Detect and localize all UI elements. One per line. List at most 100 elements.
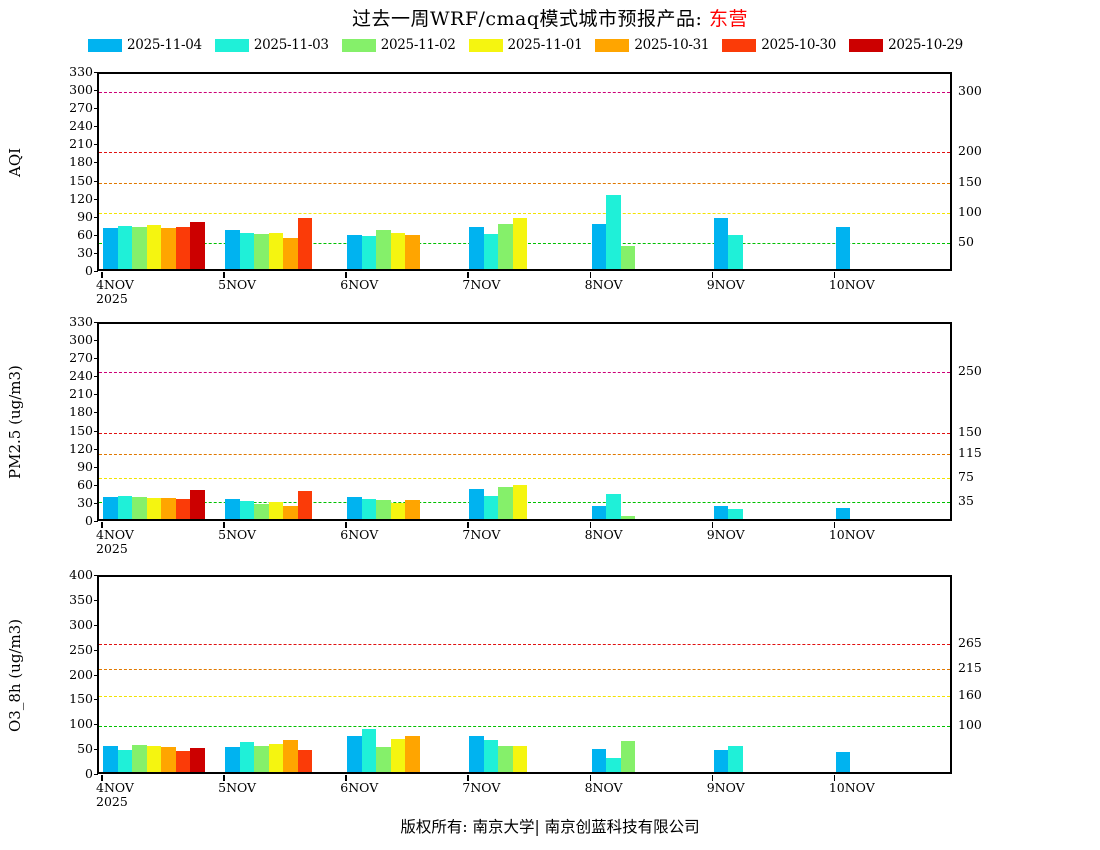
legend-item[interactable]: 2025-10-29 bbox=[849, 37, 963, 53]
bar[interactable] bbox=[728, 508, 743, 519]
bar[interactable] bbox=[132, 226, 147, 269]
bar[interactable] bbox=[713, 217, 729, 269]
bar[interactable] bbox=[103, 497, 118, 519]
x-axis-tick-mark bbox=[589, 775, 592, 781]
y-axis-tick-label: 60 bbox=[77, 478, 98, 491]
bar[interactable] bbox=[405, 234, 420, 269]
bar[interactable] bbox=[469, 488, 484, 519]
threshold-label: 35 bbox=[958, 492, 974, 508]
bar[interactable] bbox=[591, 505, 607, 519]
bar[interactable] bbox=[728, 746, 743, 772]
bar[interactable] bbox=[469, 736, 484, 772]
bar[interactable] bbox=[361, 729, 377, 772]
bar[interactable] bbox=[297, 749, 313, 772]
bar[interactable] bbox=[146, 224, 161, 269]
bar[interactable] bbox=[512, 745, 528, 772]
bar[interactable] bbox=[512, 484, 528, 519]
bar[interactable] bbox=[347, 497, 362, 519]
bar[interactable] bbox=[268, 502, 284, 519]
bar[interactable] bbox=[117, 225, 132, 269]
bar[interactable] bbox=[591, 223, 607, 269]
y-axis-tick-mark bbox=[94, 144, 98, 146]
bar[interactable] bbox=[239, 742, 255, 772]
bar[interactable] bbox=[161, 747, 176, 772]
y-axis-ticks: 0 50 100 150 200 250 300 350 400 bbox=[49, 568, 98, 780]
bar[interactable] bbox=[498, 487, 513, 519]
bar[interactable] bbox=[132, 497, 147, 519]
bar[interactable] bbox=[297, 218, 313, 269]
bar[interactable] bbox=[361, 498, 377, 519]
bar[interactable] bbox=[146, 745, 161, 772]
legend-item[interactable]: 2025-10-31 bbox=[595, 37, 710, 53]
bar[interactable] bbox=[268, 232, 284, 269]
bar[interactable] bbox=[835, 752, 851, 772]
bar[interactable] bbox=[620, 516, 636, 519]
bar[interactable] bbox=[361, 236, 377, 269]
bar[interactable] bbox=[117, 749, 132, 772]
bar[interactable] bbox=[225, 230, 240, 269]
bar[interactable] bbox=[103, 228, 118, 269]
bar[interactable] bbox=[405, 500, 420, 519]
bar[interactable] bbox=[835, 226, 851, 269]
bar[interactable] bbox=[297, 490, 313, 519]
bar[interactable] bbox=[103, 746, 118, 772]
bar[interactable] bbox=[161, 497, 176, 519]
bar[interactable] bbox=[713, 749, 729, 772]
bar[interactable] bbox=[390, 738, 406, 772]
bar[interactable] bbox=[175, 751, 190, 772]
bar[interactable] bbox=[146, 497, 161, 519]
bar[interactable] bbox=[713, 505, 729, 519]
bar[interactable] bbox=[390, 502, 406, 519]
bar[interactable] bbox=[175, 227, 190, 269]
bar[interactable] bbox=[483, 234, 499, 269]
legend-item[interactable]: 2025-11-01 bbox=[468, 37, 583, 53]
legend-item[interactable]: 2025-11-02 bbox=[341, 37, 456, 53]
bar[interactable] bbox=[175, 498, 190, 519]
bar[interactable] bbox=[483, 739, 499, 772]
bar[interactable] bbox=[620, 740, 636, 772]
x-axis-tick-mark bbox=[467, 272, 470, 278]
bar[interactable] bbox=[283, 505, 298, 519]
bar[interactable] bbox=[728, 235, 743, 269]
y-axis-tick-mark bbox=[94, 90, 98, 92]
bar[interactable] bbox=[254, 745, 269, 772]
bar[interactable] bbox=[190, 490, 205, 519]
bar[interactable] bbox=[390, 232, 406, 269]
bar[interactable] bbox=[606, 195, 621, 269]
y-axis-tick-label: 350 bbox=[69, 593, 98, 606]
bar[interactable] bbox=[498, 224, 513, 269]
legend-item[interactable]: 2025-11-03 bbox=[214, 37, 329, 53]
bar[interactable] bbox=[376, 747, 391, 772]
bar[interactable] bbox=[239, 500, 255, 519]
bar[interactable] bbox=[225, 499, 240, 519]
bar[interactable] bbox=[376, 230, 391, 269]
bar[interactable] bbox=[161, 228, 176, 269]
bar[interactable] bbox=[498, 746, 513, 772]
bar[interactable] bbox=[254, 503, 269, 519]
bar[interactable] bbox=[117, 496, 132, 519]
bar[interactable] bbox=[283, 237, 298, 269]
bar[interactable] bbox=[483, 496, 499, 519]
bar[interactable] bbox=[239, 232, 255, 269]
bar[interactable] bbox=[620, 246, 636, 269]
bar[interactable] bbox=[835, 508, 851, 519]
bar[interactable] bbox=[132, 744, 147, 772]
legend-label: 2025-10-30 bbox=[761, 37, 837, 53]
bar[interactable] bbox=[347, 234, 362, 269]
bar[interactable] bbox=[268, 744, 284, 772]
bar[interactable] bbox=[347, 736, 362, 772]
bar[interactable] bbox=[225, 747, 240, 772]
bar[interactable] bbox=[591, 749, 607, 772]
bar[interactable] bbox=[405, 736, 420, 772]
bar[interactable] bbox=[254, 234, 269, 269]
legend-item[interactable]: 2025-10-30 bbox=[722, 37, 836, 53]
bar[interactable] bbox=[283, 739, 298, 772]
bar[interactable] bbox=[606, 494, 621, 519]
bar[interactable] bbox=[190, 221, 205, 269]
legend-item[interactable]: 2025-11-04 bbox=[88, 37, 202, 53]
bar[interactable] bbox=[190, 748, 205, 772]
bar[interactable] bbox=[376, 499, 391, 519]
bar[interactable] bbox=[606, 758, 621, 772]
bar[interactable] bbox=[469, 226, 484, 269]
bar[interactable] bbox=[512, 218, 528, 269]
